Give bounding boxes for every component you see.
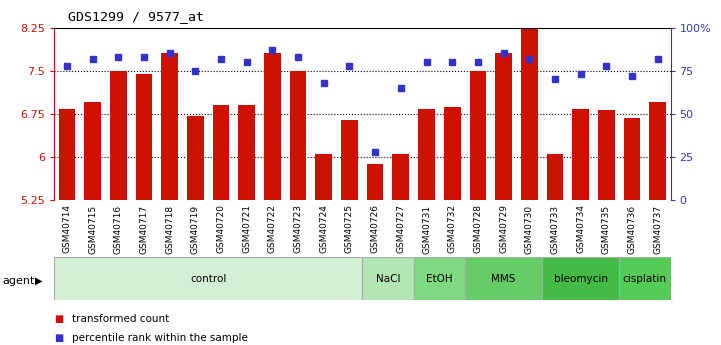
Text: agent: agent [2, 276, 35, 286]
Bar [418, 109, 435, 200]
Text: ■: ■ [54, 333, 63, 343]
Bar [495, 53, 512, 200]
Text: GSM40717: GSM40717 [139, 205, 149, 254]
Text: GSM40715: GSM40715 [88, 205, 97, 254]
Text: GSM40736: GSM40736 [627, 205, 637, 254]
Text: GSM40726: GSM40726 [371, 205, 380, 254]
Bar [315, 154, 332, 200]
Bar [572, 109, 589, 200]
Bar [619, 257, 671, 300]
Text: EtOH: EtOH [426, 274, 453, 284]
Text: GSM40720: GSM40720 [216, 205, 226, 254]
Bar [162, 53, 178, 200]
Bar [598, 110, 615, 200]
Text: GSM40731: GSM40731 [422, 205, 431, 254]
Bar [362, 257, 414, 300]
Bar [136, 73, 152, 200]
Bar [547, 154, 563, 200]
Text: cisplatin: cisplatin [623, 274, 667, 284]
Bar [213, 105, 229, 200]
Bar [414, 257, 465, 300]
Text: transformed count: transformed count [72, 314, 169, 324]
Text: GSM40721: GSM40721 [242, 205, 251, 254]
Bar [290, 71, 306, 200]
Text: GSM40719: GSM40719 [191, 205, 200, 254]
Text: GSM40732: GSM40732 [448, 205, 456, 254]
Text: GSM40718: GSM40718 [165, 205, 174, 254]
Text: GSM40734: GSM40734 [576, 205, 585, 254]
Text: control: control [190, 274, 226, 284]
Bar [367, 164, 384, 200]
Text: bleomycin: bleomycin [554, 274, 608, 284]
Bar [392, 154, 410, 200]
Text: GDS1299 / 9577_at: GDS1299 / 9577_at [68, 10, 205, 23]
Text: GSM40716: GSM40716 [114, 205, 123, 254]
Bar [624, 118, 640, 200]
Text: GSM40729: GSM40729 [499, 205, 508, 254]
Bar [465, 257, 542, 300]
Text: GSM40724: GSM40724 [319, 205, 328, 253]
Bar [54, 257, 362, 300]
Text: MMS: MMS [492, 274, 516, 284]
Text: GSM40722: GSM40722 [268, 205, 277, 253]
Bar [542, 257, 619, 300]
Bar [469, 71, 486, 200]
Bar [239, 105, 255, 200]
Bar [521, 22, 538, 200]
Text: GSM40725: GSM40725 [345, 205, 354, 254]
Text: GSM40728: GSM40728 [474, 205, 482, 254]
Bar [84, 102, 101, 200]
Text: ▶: ▶ [35, 276, 42, 286]
Bar [264, 53, 280, 200]
Bar [341, 120, 358, 200]
Bar [187, 116, 204, 200]
Text: percentile rank within the sample: percentile rank within the sample [72, 333, 248, 343]
Bar [444, 107, 461, 200]
Text: GSM40730: GSM40730 [525, 205, 534, 254]
Text: GSM40714: GSM40714 [63, 205, 71, 254]
Text: GSM40735: GSM40735 [602, 205, 611, 254]
Text: GSM40723: GSM40723 [293, 205, 303, 254]
Text: GSM40733: GSM40733 [550, 205, 559, 254]
Text: GSM40737: GSM40737 [653, 205, 662, 254]
Bar [110, 71, 127, 200]
Text: GSM40727: GSM40727 [397, 205, 405, 254]
Bar [650, 102, 666, 200]
Bar [58, 109, 75, 200]
Text: NaCl: NaCl [376, 274, 400, 284]
Text: ■: ■ [54, 314, 63, 324]
